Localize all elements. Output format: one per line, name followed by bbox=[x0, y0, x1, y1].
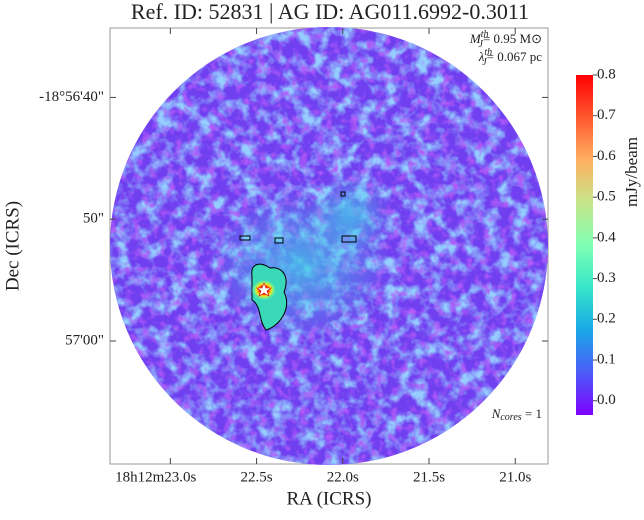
annotation-sup: th bbox=[484, 47, 492, 58]
colorbar-tick-label: 0.4 bbox=[597, 229, 616, 245]
x-tick-label: 22.5s bbox=[241, 469, 273, 485]
annotation-sub: cores bbox=[500, 412, 521, 423]
annotation-sub: J bbox=[479, 39, 484, 50]
annotation: Mth J= 0.95 M⊙ bbox=[469, 29, 542, 50]
annotation-text: = 0.95 M⊙ bbox=[483, 31, 542, 46]
core-marker bbox=[256, 282, 272, 297]
annotation: λth J= 0.067 pc bbox=[478, 47, 542, 68]
annotation-sub: J bbox=[482, 57, 487, 68]
colorbar bbox=[576, 75, 593, 415]
annotation-text: = 1 bbox=[522, 406, 542, 421]
x-axis-label: RA (ICRS) bbox=[287, 488, 372, 509]
colorbar-tick-label: 0.6 bbox=[597, 148, 616, 164]
x-tick-label: 21.0s bbox=[499, 469, 531, 485]
annotation: Ncores = 1 bbox=[491, 406, 542, 423]
annotation-text: = 0.067 pc bbox=[487, 49, 543, 64]
colorbar-tick-label: 0.0 bbox=[597, 392, 616, 408]
x-tick-label: 22.0s bbox=[327, 469, 359, 485]
y-axis-label: Dec (ICRS) bbox=[2, 201, 23, 291]
annotation-symbol: M bbox=[469, 31, 482, 46]
chart-title: Ref. ID: 52831 | AG ID: AG011.6992-0.301… bbox=[131, 0, 529, 24]
x-tick-label: 18h12m23.0s bbox=[115, 469, 196, 485]
annotation-sup: th bbox=[481, 29, 489, 40]
x-tick-label: 21.5s bbox=[413, 469, 445, 485]
colorbar-tick-label: 0.3 bbox=[597, 270, 616, 286]
annotation-symbol: λ bbox=[478, 49, 485, 64]
y-tick-label: 50" bbox=[83, 211, 104, 227]
image bbox=[110, 27, 548, 465]
colorbar-tick-label: 0.8 bbox=[597, 66, 616, 82]
annotation-symbol: N bbox=[491, 406, 502, 421]
y-tick-label: -18°56'40" bbox=[39, 89, 104, 105]
y-tick-label: 57'00" bbox=[65, 332, 104, 348]
colorbar-tick-label: 0.2 bbox=[597, 311, 616, 327]
colorbar-tick-label: 0.7 bbox=[597, 107, 616, 123]
colorbar-tick-label: 0.5 bbox=[597, 189, 616, 205]
colorbar-tick-label: 0.1 bbox=[597, 351, 616, 367]
colorbar-label: mJy/beam bbox=[622, 137, 641, 207]
